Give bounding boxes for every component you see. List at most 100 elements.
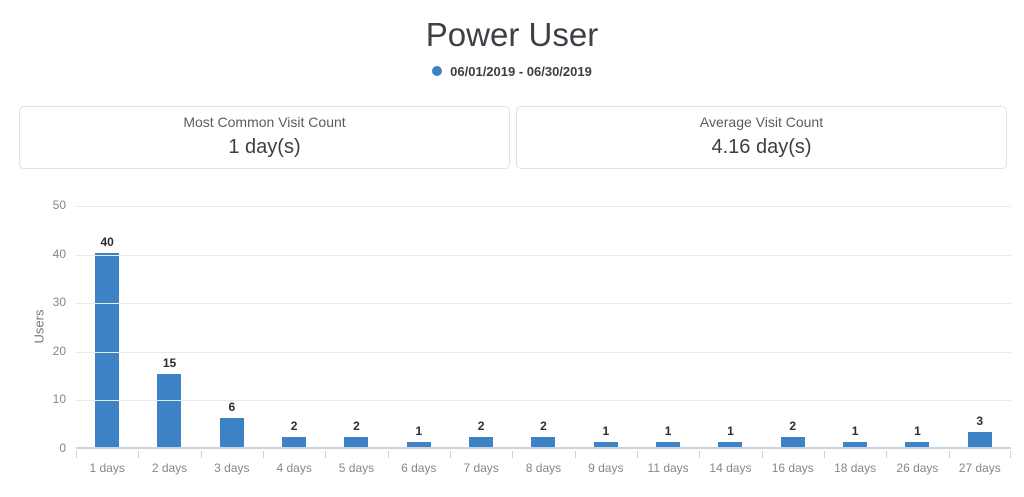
- bar-value-label: 2: [477, 419, 485, 434]
- bar-value-label: 6: [228, 399, 236, 414]
- legend: 06/01/2019 - 06/30/2019: [0, 62, 1024, 80]
- x-tick-label: 3 days: [214, 461, 250, 475]
- bar-slot: 3: [949, 206, 1011, 447]
- bars-container: 40 15 6 2 2 1 2 2 1 1 1 2 1 1 3: [76, 206, 1011, 447]
- bar-slot: 2: [263, 206, 325, 447]
- stat-card-most-common: Most Common Visit Count 1 day(s): [19, 106, 510, 169]
- x-tick-mark: [824, 451, 825, 458]
- bar-slot: 15: [138, 206, 200, 447]
- bar: [843, 442, 868, 447]
- bar-chart: Users 40 15 6 2 2 1 2 2 1 1 1 2 1 1 3 1 days 2 days 3 da…: [0, 189, 1024, 494]
- x-tick-mark: [1010, 451, 1011, 458]
- y-tick-label: 50: [52, 198, 66, 212]
- page-title: Power User: [425, 16, 599, 53]
- bar-value-label: 2: [290, 419, 298, 434]
- y-tick-label: 20: [52, 343, 66, 358]
- x-tick-label: 14 days: [709, 461, 752, 475]
- bar-value-label: 2: [789, 419, 797, 434]
- bar-value-label: 15: [162, 356, 177, 371]
- bar-slot: 2: [450, 206, 512, 447]
- x-tick-mark: [699, 451, 701, 458]
- bar-slot: 1: [824, 206, 886, 447]
- stat-card-average: Average Visit Count 4.16 day(s): [516, 106, 1007, 169]
- x-tick-label: 26 days: [896, 461, 939, 475]
- x-tick-label: 1 days: [89, 461, 125, 475]
- x-tick-mark: [200, 451, 202, 458]
- x-tick-label: 5 days: [338, 461, 375, 475]
- x-axis-ticks: [76, 451, 1011, 458]
- stat-cards-row: Most Common Visit Count 1 day(s) Average…: [19, 106, 1007, 169]
- bar-slot: 1: [575, 206, 637, 447]
- plot-area: 40 15 6 2 2 1 2 2 1 1 1 2 1 1 3: [76, 206, 1011, 449]
- x-axis-labels: 1 days 2 days 3 days 4 days 5 days 6 days 7 da…: [76, 461, 1011, 475]
- bar-value-label: 1: [602, 424, 610, 439]
- bar: [531, 437, 556, 447]
- y-tick-label: 30: [52, 295, 66, 310]
- gridline: [76, 206, 1011, 207]
- bar: [656, 442, 681, 447]
- x-tick-mark: [387, 451, 389, 458]
- bar-slot: 2: [512, 206, 574, 447]
- bar: [718, 442, 743, 447]
- bar: [282, 437, 307, 447]
- y-tick-label: 10: [52, 392, 66, 407]
- bar-slot: 6: [201, 206, 263, 447]
- gridline: [76, 303, 1011, 305]
- x-tick-mark: [761, 451, 763, 458]
- x-tick-mark: [574, 451, 576, 458]
- bar-value-label: 1: [727, 424, 734, 439]
- stat-value: 1 day(s): [228, 136, 301, 158]
- y-tick-label: 0: [59, 441, 66, 455]
- x-tick-label: 6 days: [401, 461, 437, 475]
- gridline: [76, 254, 1011, 256]
- bar-value-label: 1: [664, 424, 672, 439]
- bar-slot: 40: [76, 206, 138, 447]
- chart-header: Power User 06/01/2019 - 06/30/2019: [0, 0, 1024, 80]
- bar: [593, 442, 618, 447]
- bar-slot: 1: [637, 206, 699, 447]
- bar-value-label: 1: [914, 424, 921, 439]
- x-tick-label: 11 days: [647, 461, 689, 475]
- x-tick-mark: [886, 451, 888, 458]
- bar-value-label: 3: [976, 414, 984, 429]
- bar: [406, 442, 431, 447]
- legend-label: 06/01/2019 - 06/30/2019: [450, 63, 592, 79]
- x-tick-label: 16 days: [771, 461, 814, 475]
- x-tick-label: 7 days: [463, 461, 499, 475]
- x-tick-label: 4 days: [276, 461, 312, 475]
- x-tick-label: 27 days: [958, 461, 1001, 475]
- x-tick-mark: [138, 451, 140, 458]
- x-tick-mark: [948, 451, 950, 458]
- x-tick-mark: [76, 451, 77, 458]
- x-tick-label: 2 days: [151, 461, 188, 475]
- bar: [967, 432, 992, 447]
- bar: [95, 252, 120, 447]
- bar-slot: 1: [388, 206, 450, 447]
- bar: [219, 417, 244, 447]
- bar-value-label: 40: [100, 234, 114, 249]
- bar: [157, 374, 182, 447]
- bar: [780, 437, 805, 447]
- x-tick-mark: [450, 451, 451, 458]
- x-tick-mark: [512, 451, 514, 458]
- legend-dot-icon: [432, 66, 443, 76]
- bar-value-label: 2: [540, 419, 547, 434]
- bar-slot: 1: [886, 206, 948, 447]
- x-tick-mark: [263, 451, 264, 458]
- stat-label: Average Visit Count: [699, 114, 824, 130]
- bar-slot: 2: [762, 206, 824, 447]
- x-tick-mark: [325, 451, 327, 458]
- bar: [905, 442, 930, 447]
- bar-slot: 1: [699, 206, 761, 447]
- bar-value-label: 2: [353, 419, 360, 434]
- x-tick-mark: [637, 451, 638, 458]
- x-tick-label: 9 days: [588, 461, 624, 475]
- bar-value-label: 1: [415, 424, 423, 439]
- bar: [344, 437, 369, 447]
- x-tick-label: 8 days: [525, 461, 562, 475]
- bar-slot: 2: [325, 206, 387, 447]
- gridline: [76, 351, 1011, 353]
- stat-value: 4.16 day(s): [711, 136, 812, 158]
- bar: [469, 437, 494, 447]
- legend-item[interactable]: 06/01/2019 - 06/30/2019: [432, 64, 592, 79]
